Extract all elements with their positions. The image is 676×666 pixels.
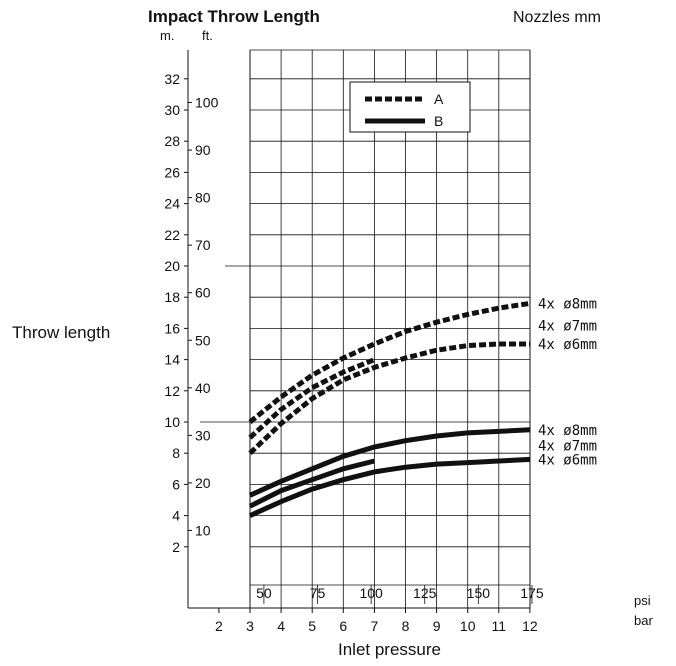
curve-label: 4x ø7mm — [538, 438, 597, 454]
y-tick-label-ft: 50 — [195, 332, 211, 348]
x-tick-label-psi: 100 — [359, 585, 383, 601]
x-tick-label-psi: 125 — [413, 585, 437, 601]
y-tick-label-m: 30 — [164, 102, 180, 118]
series-line-a — [248, 341, 530, 456]
series-line-a — [248, 300, 531, 424]
x-tick-label-psi: 75 — [310, 585, 326, 601]
y-unit-ft: ft. — [202, 28, 213, 43]
legend-label: B — [434, 113, 443, 129]
x-tick-label-bar: 10 — [460, 618, 476, 634]
series-line-a — [248, 357, 376, 440]
y-unit-m: m. — [160, 28, 174, 43]
y-tick-label-m: 22 — [164, 227, 180, 243]
x-tick-label-bar: 4 — [277, 618, 285, 634]
y-tick-label-ft: 60 — [195, 285, 211, 301]
y-tick-label-ft: 40 — [195, 380, 211, 396]
x-unit-bar: bar — [634, 613, 653, 628]
y-tick-label-m: 10 — [164, 414, 180, 430]
legend-box — [349, 81, 471, 133]
y-tick-label-ft: 70 — [195, 237, 211, 253]
y-tick-label-m: 4 — [172, 508, 180, 524]
y-tick-label-m: 32 — [164, 71, 180, 87]
x-unit-psi: psi — [634, 593, 651, 608]
x-tick-label-bar: 7 — [371, 618, 379, 634]
x-tick-label-bar: 9 — [433, 618, 441, 634]
y-tick-label-m: 2 — [172, 539, 180, 555]
series-line-b — [248, 427, 531, 498]
y-tick-label-ft: 100 — [195, 95, 219, 111]
y-tick-label-m: 16 — [164, 320, 180, 336]
chart-title: Impact Throw Length — [148, 7, 320, 26]
y-tick-label-ft: 80 — [195, 190, 211, 206]
grid-group — [187, 49, 531, 609]
tick-group: 2468101214161820222426283032102030405060… — [164, 71, 543, 634]
series-line-b — [248, 456, 531, 518]
x-tick-label-bar: 2 — [215, 618, 223, 634]
x-tick-label-bar: 11 — [492, 618, 507, 634]
x-tick-label-psi: 50 — [256, 585, 272, 601]
y-tick-label-m: 14 — [164, 352, 180, 368]
y-tick-label-m: 26 — [164, 164, 180, 180]
y-tick-label-ft: 10 — [195, 522, 211, 538]
y-axis-title: Throw length — [12, 323, 110, 342]
y-tick-label-m: 8 — [172, 445, 180, 461]
x-tick-label-psi: 150 — [467, 585, 491, 601]
curve-label: 4x ø6mm — [538, 337, 597, 353]
y-tick-label-m: 24 — [164, 196, 180, 212]
legend-label: A — [434, 91, 444, 107]
curve-label: 4x ø8mm — [538, 296, 597, 312]
x-tick-label-psi: 175 — [520, 585, 544, 601]
x-tick-label-bar: 5 — [308, 618, 316, 634]
y-tick-label-m: 12 — [164, 383, 180, 399]
y-tick-label-m: 20 — [164, 258, 180, 274]
y-tick-label-m: 6 — [172, 476, 180, 492]
x-axis-title: Inlet pressure — [338, 640, 441, 659]
curve-label: 4x ø8mm — [538, 423, 597, 439]
series-line-b — [248, 458, 376, 509]
y-tick-label-ft: 30 — [195, 427, 211, 443]
chart-subtitle: Nozzles mm — [513, 9, 601, 26]
x-tick-label-bar: 8 — [402, 618, 410, 634]
curve-label: 4x ø7mm — [538, 318, 597, 334]
x-tick-label-bar: 12 — [522, 618, 538, 634]
series-group — [248, 300, 531, 518]
legend: AB — [349, 81, 471, 133]
y-tick-label-m: 28 — [164, 133, 180, 149]
x-tick-label-bar: 3 — [246, 618, 254, 634]
y-tick-label-ft: 90 — [195, 142, 211, 158]
curve-label: 4x ø6mm — [538, 452, 597, 468]
y-tick-label-ft: 20 — [195, 475, 211, 491]
x-tick-label-bar: 6 — [339, 618, 347, 634]
y-tick-label-m: 18 — [164, 289, 180, 305]
